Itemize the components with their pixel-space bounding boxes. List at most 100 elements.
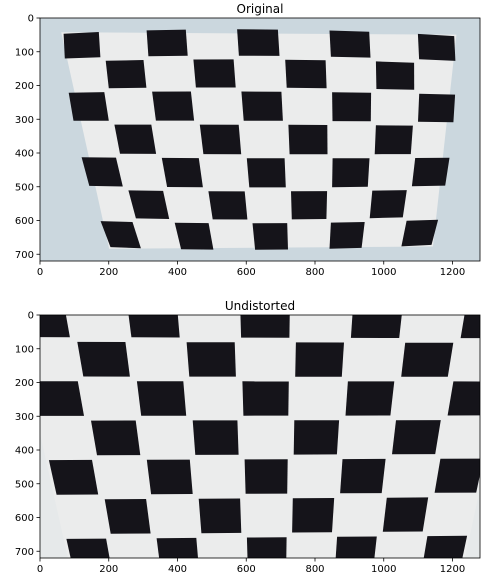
checker-square: [295, 342, 344, 377]
x-tick-label: 800: [305, 267, 324, 278]
checker-square: [186, 342, 236, 377]
x-tick-label: 0: [37, 564, 43, 575]
checker-square: [128, 190, 170, 219]
checker-square: [285, 59, 327, 89]
y-tick-label: 0: [28, 311, 34, 322]
y-tick-label: 100: [15, 344, 34, 355]
checker-square: [192, 420, 239, 455]
y-tick-label: 200: [15, 81, 34, 92]
checker-square: [340, 458, 386, 494]
checker-square: [292, 498, 335, 533]
plot-frame: [39, 17, 481, 262]
checker-square: [66, 538, 110, 558]
checker-square: [136, 381, 187, 416]
x-axis: 0 200 400 600 800 1000 1200: [37, 558, 465, 575]
x-tick-label: 600: [237, 564, 256, 575]
x-tick-label: 400: [168, 267, 187, 278]
checker-square: [434, 458, 480, 493]
panel-undistorted: Undistorted 0 200 400 600 800 1000 1200 0 100 20…: [15, 299, 481, 575]
x-tick-label: 200: [99, 564, 118, 575]
checker-square: [288, 124, 328, 155]
checker-square: [374, 125, 413, 155]
checker-square: [447, 381, 480, 416]
checker-square: [77, 341, 130, 377]
checker-square: [246, 158, 286, 188]
checker-square: [241, 91, 283, 121]
checker-square: [146, 29, 188, 57]
checker-square: [350, 315, 402, 338]
checker-square: [332, 158, 370, 188]
checker-square: [48, 459, 99, 495]
y-tick-label: 0: [28, 14, 34, 25]
y-tick-label: 700: [15, 250, 34, 261]
checker-square: [423, 535, 468, 558]
checker-square: [68, 92, 109, 121]
board-paper: [40, 315, 480, 558]
checker-square: [40, 381, 84, 416]
y-tick-label: 300: [15, 412, 34, 423]
x-tick-label: 0: [37, 267, 43, 278]
x-tick-label: 1200: [440, 267, 465, 278]
checker-square: [418, 93, 456, 123]
checker-square: [375, 61, 415, 90]
checker-square: [242, 381, 289, 416]
checker-square: [345, 381, 395, 416]
checker-square: [244, 459, 288, 494]
checker-square: [114, 124, 157, 154]
checker-square: [401, 219, 439, 247]
undistorted-image-placeholder: [40, 18, 480, 261]
undistorted-image: [40, 315, 480, 558]
checker-square: [174, 222, 214, 250]
y-tick-label: 500: [15, 182, 34, 193]
checker-square: [332, 92, 372, 122]
checker-square: [237, 29, 280, 56]
panel-title: Original: [237, 2, 284, 16]
checker-square: [198, 498, 242, 534]
checker-square: [335, 536, 377, 558]
checker-square: [382, 497, 429, 532]
x-tick-label: 1000: [371, 564, 396, 575]
y-tick-label: 700: [15, 547, 34, 558]
y-tick-label: 100: [15, 47, 34, 58]
checker-square: [329, 30, 371, 58]
x-tick-label: 800: [305, 564, 324, 575]
checker-square: [369, 190, 407, 219]
checker-square: [293, 420, 340, 455]
checker-square: [100, 221, 141, 249]
y-tick-label: 400: [15, 446, 34, 457]
checker-square: [246, 537, 287, 558]
checker-square: [105, 60, 147, 89]
checkerboard-undistorted: [40, 315, 480, 558]
x-axis: 0 200 400 600 800 1000 1200: [37, 261, 465, 278]
checker-square: [156, 537, 198, 558]
checker-square: [392, 420, 441, 455]
checker-square: [401, 342, 454, 377]
plot-frame: [39, 314, 481, 559]
checker-square: [40, 315, 70, 338]
checker-square: [252, 223, 288, 250]
checker-square: [240, 315, 290, 338]
checker-square: [329, 222, 365, 249]
checker-square: [193, 59, 236, 88]
y-tick-label: 600: [15, 216, 34, 227]
checker-square: [91, 420, 141, 456]
panel-original: Original 0 200 400 600 800 1000 1200 0 100 200 30…: [15, 2, 481, 278]
checker-square: [104, 499, 151, 534]
checker-square: [208, 191, 248, 220]
checker-square: [161, 157, 203, 188]
panel-title: Undistorted: [225, 299, 295, 313]
x-tick-label: 600: [237, 267, 256, 278]
x-tick-label: 1000: [371, 267, 396, 278]
checker-square: [199, 124, 242, 155]
x-tick-label: 1200: [440, 564, 465, 575]
x-tick-label: 400: [168, 564, 187, 575]
x-tick-label: 200: [99, 267, 118, 278]
checker-square: [411, 157, 450, 187]
y-tick-label: 200: [15, 378, 34, 389]
y-tick-label: 600: [15, 513, 34, 524]
y-axis: 0 100 200 300 400 500 600 700: [15, 14, 40, 261]
checker-square: [63, 32, 101, 59]
checker-square: [291, 191, 328, 220]
checker-square: [417, 33, 456, 61]
